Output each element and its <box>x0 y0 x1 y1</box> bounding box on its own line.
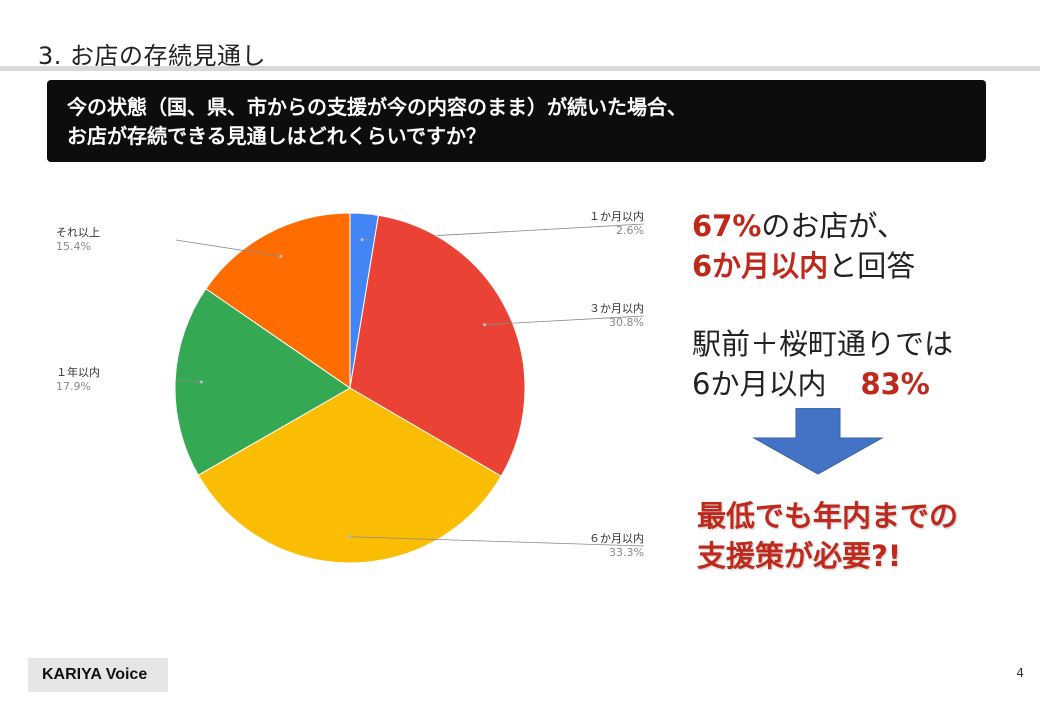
slice-percent-label: 33.3% <box>609 546 644 559</box>
page-number: 4 <box>1016 666 1024 680</box>
summary-text: のお店が、 <box>761 209 906 243</box>
leader-dot <box>279 254 283 258</box>
station-summary-line-2: 6か月以内 83% <box>692 364 953 404</box>
station-summary-percent: 83% <box>860 367 930 401</box>
slice-label: それ以上 <box>56 226 100 239</box>
slice-percent-label: 17.9% <box>56 380 91 393</box>
slice-percent-label: 15.4% <box>56 240 91 253</box>
conclusion-block: 最低でも年内までの 支援策が必要?! <box>697 496 958 576</box>
conclusion-line-1: 最低でも年内までの <box>697 499 959 533</box>
slice-label: １か月以内 <box>589 209 644 223</box>
slice-label: ３か月以内 <box>589 301 644 315</box>
leader-line <box>349 536 645 547</box>
slice-label: ６か月以内 <box>589 531 644 545</box>
station-summary-line-1: 駅前＋桜町通りでは <box>692 327 954 361</box>
summary-block: 67%のお店が、 6か月以内と回答 <box>692 206 915 286</box>
pie-slice <box>205 212 351 389</box>
leader-dot <box>360 238 364 242</box>
station-summary-period: 6か月以内 <box>692 367 827 401</box>
leader-dot <box>199 380 203 384</box>
slice-percent-label: 30.8% <box>609 316 644 329</box>
leader-dot <box>482 323 487 327</box>
leader-line <box>484 315 645 326</box>
down-arrow-icon <box>752 408 884 475</box>
question-line-2: お店が存続できる見通しはどれくらいですか？ <box>67 124 486 148</box>
question-line-1: 今の状態（国、県、市からの支援が今の内容のまま）が続いた場合、 <box>67 95 687 119</box>
summary-highlight-period: 6か月以内 <box>692 249 829 283</box>
slice-label: １年以内 <box>56 365 100 379</box>
summary-text: と回答 <box>828 249 916 283</box>
slice-percent-label: 2.6% <box>616 224 644 237</box>
leader-line <box>175 379 202 383</box>
summary-line-1: 67%のお店が、 <box>692 206 915 246</box>
summary-line-2: 6か月以内と回答 <box>692 246 915 286</box>
leader-line <box>175 239 281 257</box>
conclusion-line-2: 支援策が必要?! <box>697 539 902 573</box>
leader-dot <box>347 535 352 539</box>
question-box: 今の状態（国、県、市からの支援が今の内容のまま）が続いた場合、 お店が存続できる… <box>47 80 986 162</box>
pie-slice <box>174 288 351 476</box>
title-divider <box>0 66 1040 71</box>
pie-slice <box>349 214 526 477</box>
summary-highlight-percent: 67% <box>692 209 762 243</box>
station-summary-block: 駅前＋桜町通りでは 6か月以内 83% <box>692 324 953 404</box>
kariya-voice-logo: KARIYA Voice <box>28 658 168 692</box>
slide-title: 3. お店の存続見通し <box>38 42 267 70</box>
